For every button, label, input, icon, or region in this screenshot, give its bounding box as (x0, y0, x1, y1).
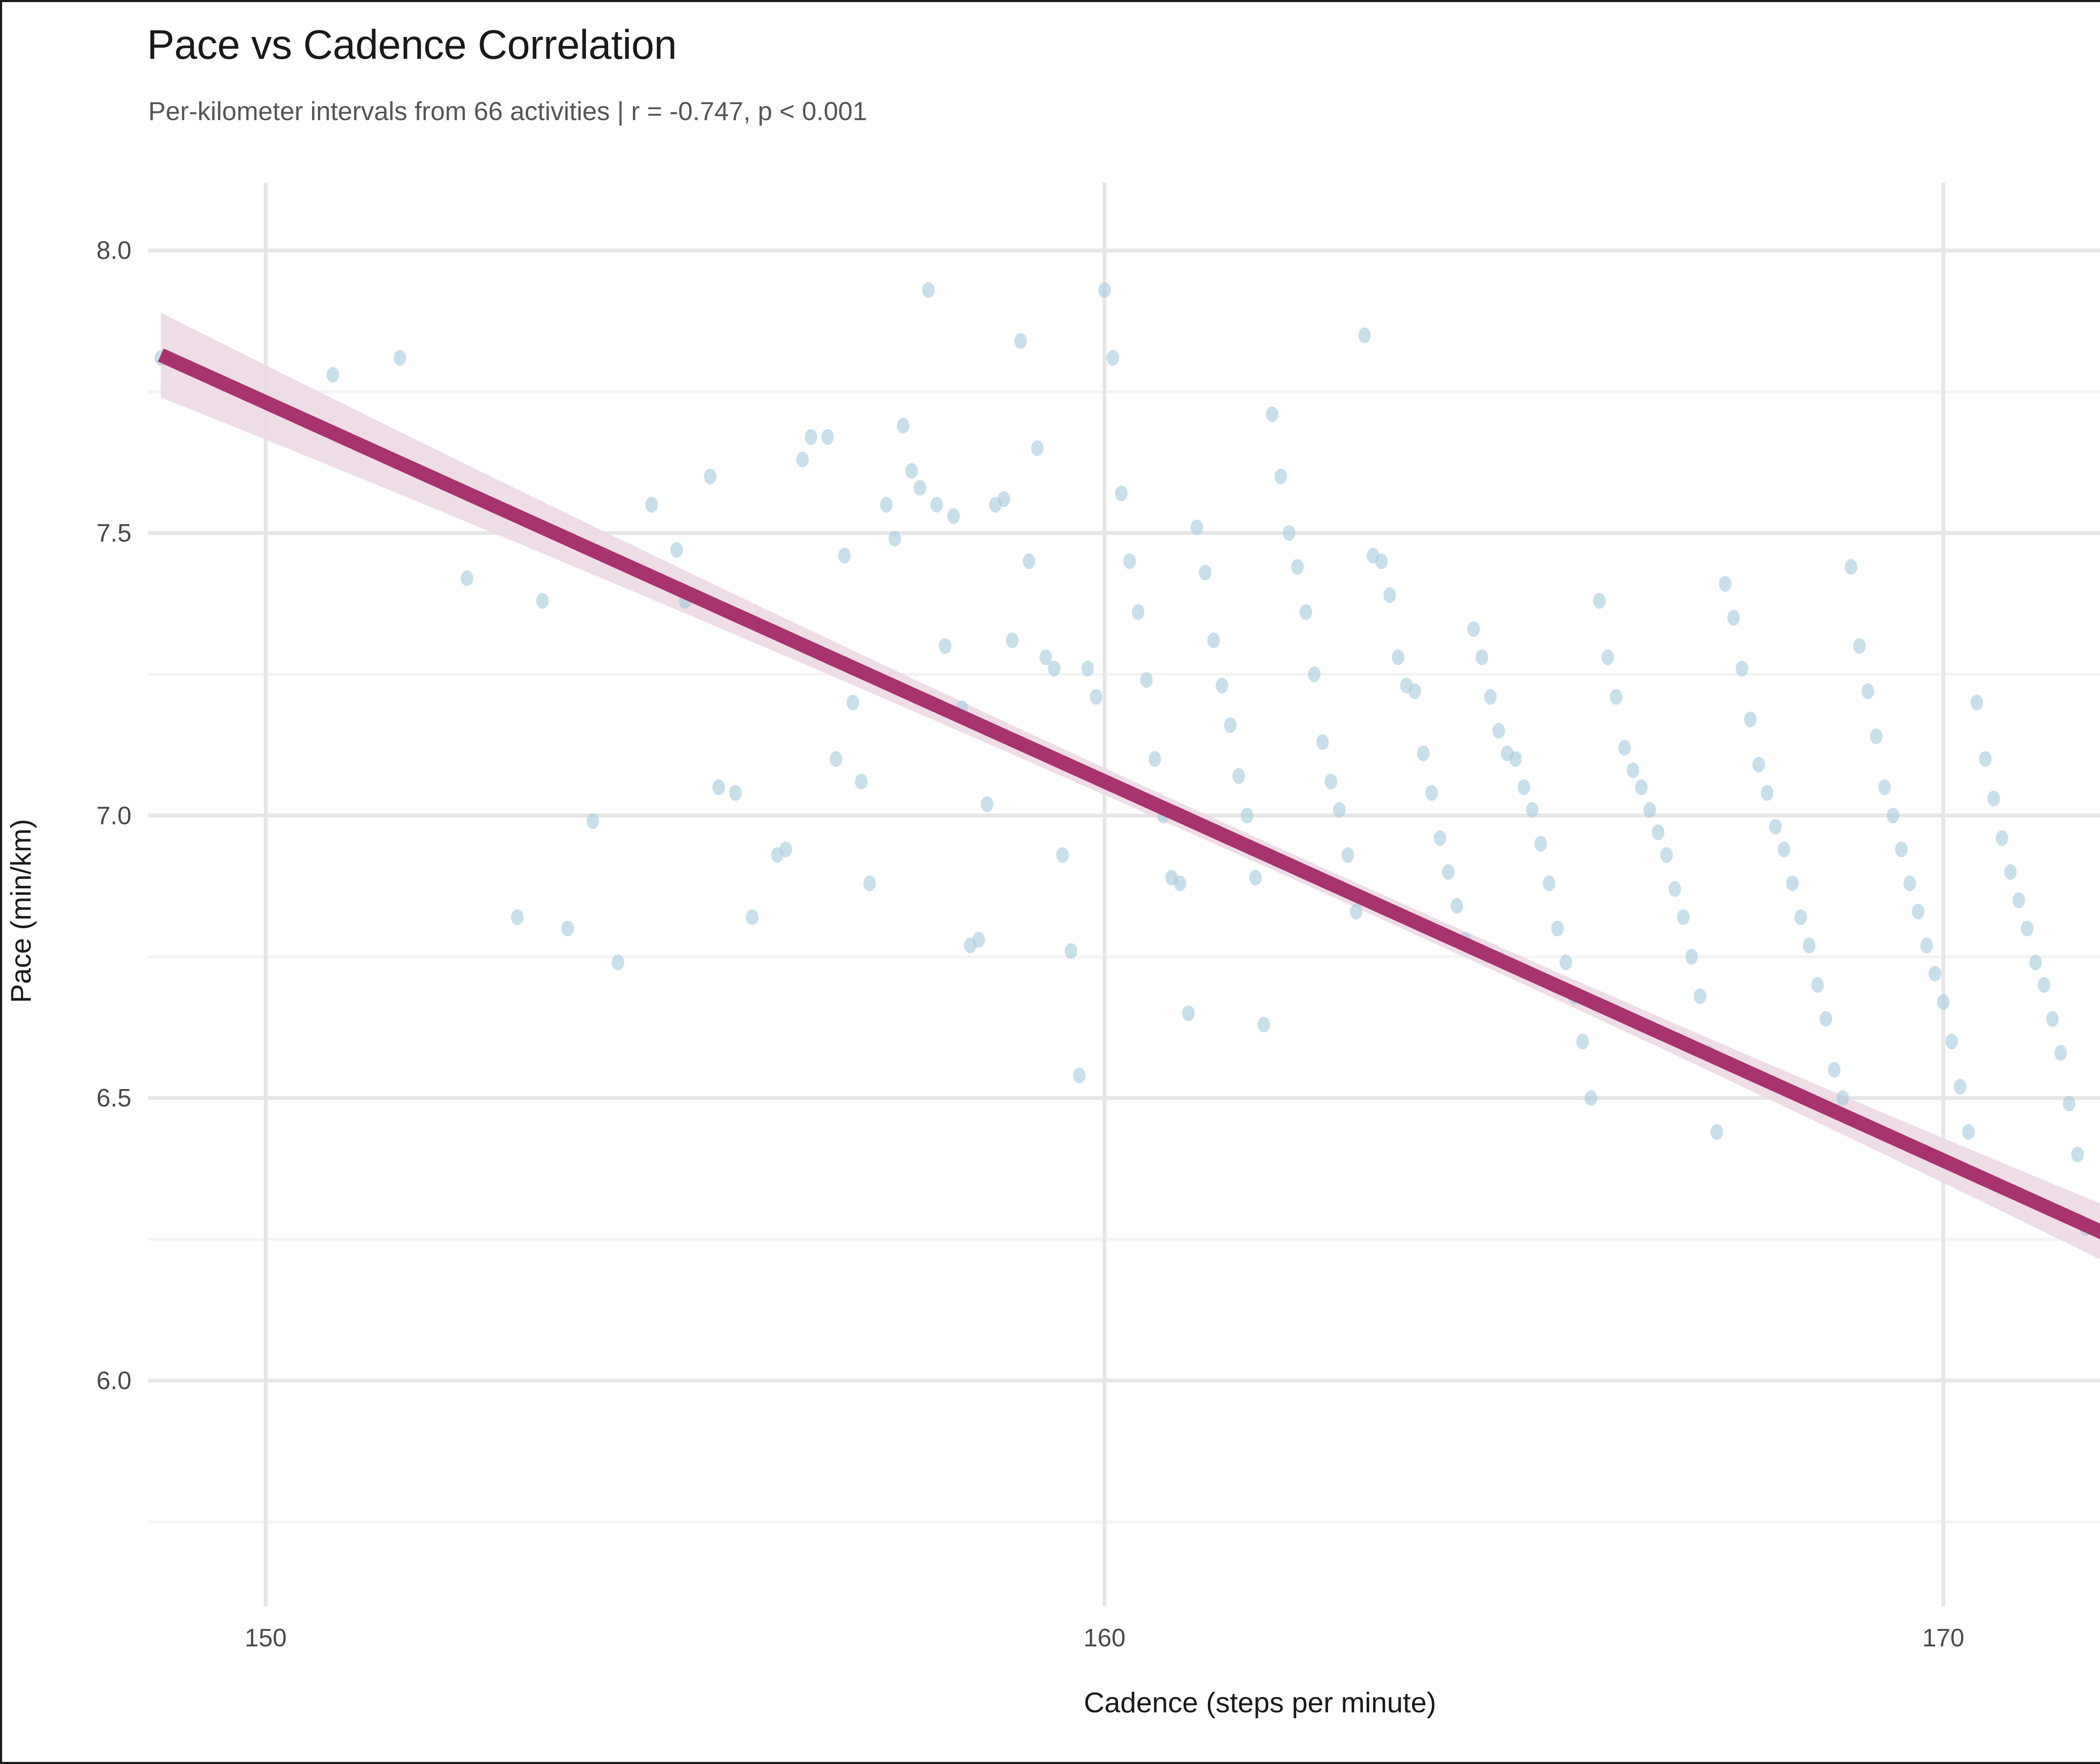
chart-subtitle: Per-kilometer intervals from 66 activiti… (148, 97, 867, 126)
x-tick-label: 160 (1083, 1624, 1126, 1652)
y-tick-label: 8.0 (96, 236, 131, 265)
minor-gridlines (148, 390, 2100, 1523)
x-axis-title: Cadence (steps per minute) (1084, 1687, 1436, 1719)
y-tick-label: 7.5 (96, 519, 131, 547)
y-tick-label: 7.0 (96, 801, 131, 830)
y-tick-label: 6.0 (96, 1366, 131, 1395)
y-axis-title: Pace (min/km) (5, 819, 37, 1003)
x-tick-label: 150 (244, 1624, 287, 1652)
page-title: Pace vs Cadence Correlation (147, 21, 677, 68)
scatter-plot-svg (148, 183, 2100, 1606)
x-tick-label: 170 (1922, 1624, 1964, 1652)
regression-line (158, 348, 2100, 1239)
plot-area (148, 183, 2100, 1606)
y-tick-label: 6.5 (96, 1084, 131, 1112)
